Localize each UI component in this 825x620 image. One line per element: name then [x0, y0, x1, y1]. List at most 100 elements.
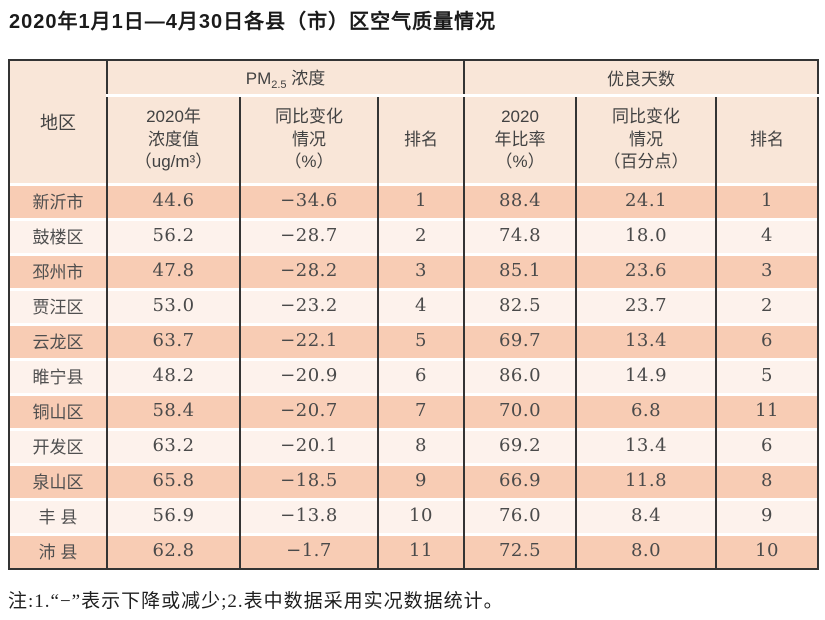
days-change-cell: 18.0: [575, 218, 717, 253]
column-header-pm-value: 2020年 浓度值 （ug/m³）: [106, 95, 240, 183]
pm-change-cell: −1.7: [239, 533, 378, 569]
pm-rank-cell: 1: [376, 183, 465, 218]
pm-rank-cell: 10: [376, 498, 465, 533]
region-cell: 邳州市: [8, 253, 107, 288]
column-group-good-days: 优良天数: [463, 60, 819, 97]
days-ratio-cell: 85.1: [463, 253, 577, 288]
column-header-pm-change: 同比变化 情况 （%）: [239, 95, 378, 183]
pm-value-cell: 56.2: [106, 218, 240, 253]
pm-rank-cell: 2: [376, 218, 465, 253]
days-change-cell: 23.7: [575, 288, 717, 323]
days-change-cell: 13.4: [575, 323, 717, 358]
days-ratio-cell: 72.5: [463, 533, 577, 569]
days-change-cell: 8.4: [575, 498, 717, 533]
footnote: 注:1.“−”表示下降或减少;2.表中数据采用实况数据统计。: [8, 591, 504, 612]
pm-value-cell: 48.2: [106, 358, 240, 393]
days-rank-cell: 2: [715, 288, 819, 323]
region-cell: 新沂市: [8, 183, 107, 218]
header-group-row: 地区 PM2.5 浓度 优良天数: [8, 60, 819, 183]
days-ratio-cell: 66.9: [463, 463, 577, 498]
days-ratio-cell: 70.0: [463, 393, 577, 428]
column-header-days-rank: 排名: [715, 95, 819, 183]
days-rank-cell: 5: [715, 358, 819, 393]
pm-rank-cell: 11: [376, 533, 465, 569]
table-row: 沛 县 62.8 −1.7 11 72.5 8.0 10: [8, 533, 819, 569]
column-header-pm-rank: 排名: [376, 95, 465, 183]
days-rank-cell: 4: [715, 218, 819, 253]
pm-value-cell: 56.9: [106, 498, 240, 533]
pm-rank-cell: 7: [376, 393, 465, 428]
days-change-cell: 13.4: [575, 428, 717, 463]
table-row: 贾汪区 53.0 −23.2 4 82.5 23.7 2: [8, 288, 819, 323]
days-rank-cell: 6: [715, 323, 819, 358]
pm-value-cell: 62.8: [106, 533, 240, 569]
days-change-cell: 8.0: [575, 533, 717, 569]
days-change-cell: 24.1: [575, 183, 717, 218]
days-rank-cell: 6: [715, 428, 819, 463]
pm25-subscript: 2.5: [271, 79, 287, 91]
pm-change-cell: −28.2: [239, 253, 378, 288]
pm-value-cell: 65.8: [106, 463, 240, 498]
days-rank-cell: 10: [715, 533, 819, 569]
column-header-region: 地区: [8, 60, 107, 183]
table-row: 邳州市 47.8 −28.2 3 85.1 23.6 3: [8, 253, 819, 288]
pm-change-cell: −20.9: [239, 358, 378, 393]
days-ratio-cell: 82.5: [463, 288, 577, 323]
days-ratio-cell: 69.7: [463, 323, 577, 358]
pm-change-cell: −28.7: [239, 218, 378, 253]
table-row: 开发区 63.2 −20.1 8 69.2 13.4 6: [8, 428, 819, 463]
column-header-days-ratio: 2020 年比率 （%）: [463, 95, 577, 183]
table-header: 地区 PM2.5 浓度 优良天数 2020年 浓度值 （ug/m³） 同比变化 …: [8, 60, 819, 183]
region-cell: 鼓楼区: [8, 218, 107, 253]
pm-change-cell: −34.6: [239, 183, 378, 218]
days-rank-cell: 9: [715, 498, 819, 533]
column-header-days-change: 同比变化 情况 （百分点）: [575, 95, 717, 183]
pm-change-cell: −23.2: [239, 288, 378, 323]
region-cell: 沛 县: [8, 533, 107, 569]
table-row: 丰 县 56.9 −13.8 10 76.0 8.4 9: [8, 498, 819, 533]
pm-rank-cell: 6: [376, 358, 465, 393]
days-rank-cell: 1: [715, 183, 819, 218]
header-sub-row: 2020年 浓度值 （ug/m³） 同比变化 情况 （%） 排名 2020 年比…: [9, 95, 819, 183]
pm-rank-cell: 5: [376, 323, 465, 358]
column-group-pm25: PM2.5 浓度: [105, 60, 465, 97]
region-cell: 睢宁县: [8, 358, 107, 393]
days-change-cell: 6.8: [575, 393, 717, 428]
region-cell: 铜山区: [8, 393, 107, 428]
region-cell: 云龙区: [8, 323, 107, 358]
table-row: 云龙区 63.7 −22.1 5 69.7 13.4 6: [8, 323, 819, 358]
days-change-cell: 23.6: [575, 253, 717, 288]
table-row: 泉山区 65.8 −18.5 9 66.9 11.8 8: [8, 463, 819, 498]
region-cell: 丰 县: [8, 498, 107, 533]
table-row: 新沂市 44.6 −34.6 1 88.4 24.1 1: [8, 183, 819, 218]
pm-value-cell: 63.2: [106, 428, 240, 463]
pm25-prefix: PM: [245, 69, 272, 88]
pm-rank-cell: 4: [376, 288, 465, 323]
table-row: 睢宁县 48.2 −20.9 6 86.0 14.9 5: [8, 358, 819, 393]
days-ratio-cell: 74.8: [463, 218, 577, 253]
table-row: 铜山区 58.4 −20.7 7 70.0 6.8 11: [8, 393, 819, 428]
pm-change-cell: −13.8: [239, 498, 378, 533]
table-body: 新沂市 44.6 −34.6 1 88.4 24.1 1 鼓楼区 56.2 −2…: [8, 183, 819, 569]
pm-value-cell: 47.8: [106, 253, 240, 288]
days-ratio-cell: 76.0: [463, 498, 577, 533]
days-rank-cell: 8: [715, 463, 819, 498]
days-change-cell: 11.8: [575, 463, 717, 498]
days-ratio-cell: 86.0: [463, 358, 577, 393]
pm25-suffix: 浓度: [286, 69, 326, 88]
region-cell: 贾汪区: [8, 288, 107, 323]
days-ratio-cell: 88.4: [463, 183, 577, 218]
pm-rank-cell: 8: [376, 428, 465, 463]
air-quality-table: 地区 PM2.5 浓度 优良天数 2020年 浓度值 （ug/m³） 同比变化 …: [8, 59, 820, 570]
page-title: 2020年1月1日—4月30日各县（市）区空气质量情况: [9, 11, 497, 33]
pm-value-cell: 58.4: [106, 393, 240, 428]
pm-change-cell: −18.5: [239, 463, 378, 498]
region-cell: 泉山区: [8, 463, 107, 498]
pm-value-cell: 44.6: [106, 183, 240, 218]
pm-change-cell: −22.1: [239, 323, 378, 358]
days-change-cell: 14.9: [575, 358, 717, 393]
region-cell: 开发区: [8, 428, 107, 463]
table-row: 鼓楼区 56.2 −28.7 2 74.8 18.0 4: [8, 218, 819, 253]
pm-rank-cell: 3: [376, 253, 465, 288]
pm-change-cell: −20.1: [239, 428, 378, 463]
